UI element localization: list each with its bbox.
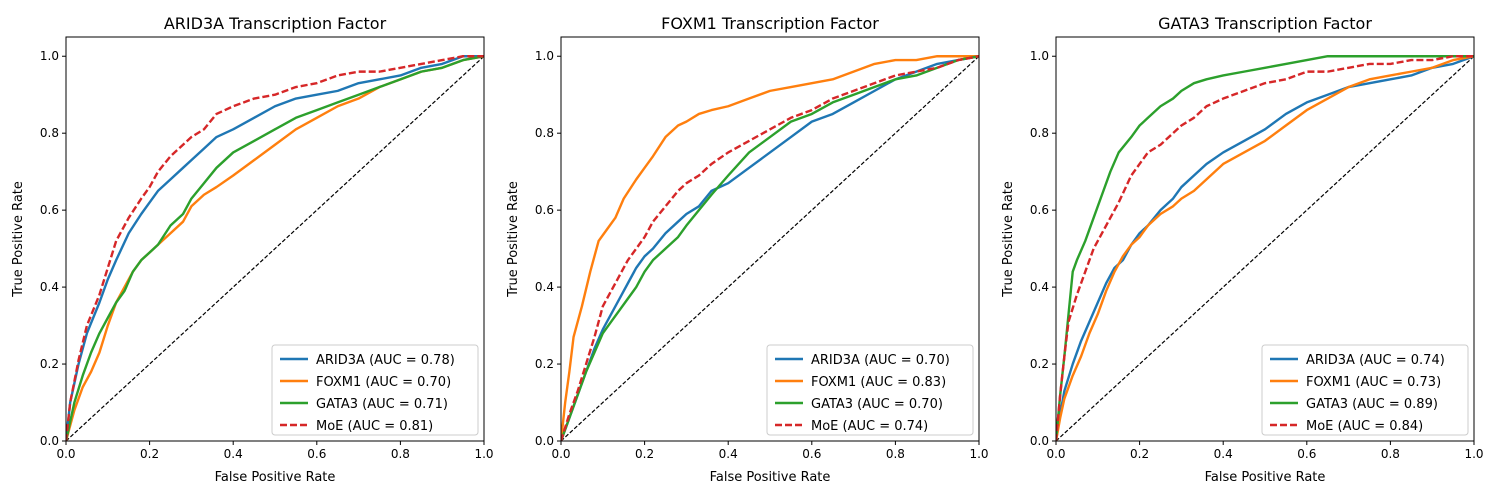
- x-tick-label: 0.4: [224, 447, 243, 461]
- x-axis-label: False Positive Rate: [215, 470, 336, 485]
- legend-label-2: FOXM1 (AUC = 0.73): [1306, 375, 1441, 390]
- roc-curve-4: [1056, 55, 1474, 441]
- legend-label-3: GATA3 (AUC = 0.71): [316, 397, 448, 412]
- x-tick-label: 0.0: [551, 447, 570, 461]
- x-axis-label: False Positive Rate: [1205, 470, 1326, 485]
- roc-curve-3: [1056, 55, 1474, 441]
- legend: ARID3A (AUC = 0.78) FOXM1 (AUC = 0.70) GAT…: [271, 344, 479, 436]
- legend-label-1: ARID3A (AUC = 0.78): [316, 353, 455, 368]
- x-axis-label: False Positive Rate: [710, 470, 831, 485]
- roc-curve-1: [561, 55, 979, 441]
- legend-label-4: MoE (AUC = 0.81): [316, 419, 433, 434]
- roc-curve-2: [1056, 55, 1474, 441]
- y-tick-label: 0.2: [1030, 357, 1049, 371]
- roc-curve-4: [561, 55, 979, 441]
- chart-title: ARID3A Transcription Factor: [164, 14, 387, 33]
- axes-frame: [1055, 36, 1475, 442]
- legend-box: [1261, 344, 1469, 436]
- y-tick-label: 1.0: [535, 49, 554, 63]
- x-tick-label: 0.8: [391, 447, 410, 461]
- y-tick-label: 1.0: [40, 49, 59, 63]
- y-tick-label: 0.8: [40, 126, 59, 140]
- y-tick-label: 0.6: [40, 203, 59, 217]
- legend-label-2: FOXM1 (AUC = 0.70): [316, 375, 451, 390]
- x-tick-label: 0.2: [140, 447, 159, 461]
- legend-label-3: GATA3 (AUC = 0.70): [811, 397, 943, 412]
- y-tick-label: 0.0: [535, 434, 554, 448]
- x-tick-label: 0.2: [635, 447, 654, 461]
- x-tick-label: 0.2: [1130, 447, 1149, 461]
- x-tick-label: 0.6: [802, 447, 821, 461]
- legend-label-4: MoE (AUC = 0.74): [811, 419, 928, 434]
- x-tick-label: 0.0: [56, 447, 75, 461]
- axes-frame: [560, 36, 980, 442]
- y-tick-label: 0.4: [535, 280, 554, 294]
- roc-curve-3: [66, 55, 484, 441]
- y-tick-label: 0.8: [1030, 126, 1049, 140]
- roc-curve-1: [1056, 55, 1474, 441]
- diagonal-reference-line: [1056, 55, 1474, 441]
- legend-label-1: ARID3A (AUC = 0.70): [811, 353, 950, 368]
- x-tick-label: 0.4: [719, 447, 738, 461]
- y-tick-label: 0.0: [1030, 434, 1049, 448]
- y-tick-label: 0.2: [40, 357, 59, 371]
- roc-curve-1: [66, 55, 484, 441]
- y-tick-label: 0.4: [1030, 280, 1049, 294]
- legend: ARID3A (AUC = 0.70) FOXM1 (AUC = 0.83) GAT…: [766, 344, 974, 436]
- y-axis-label: True Positive Rate: [506, 181, 521, 298]
- y-tick-label: 0.6: [535, 203, 554, 217]
- y-axis-label: True Positive Rate: [1001, 181, 1016, 298]
- roc-curve-2: [561, 55, 979, 441]
- y-tick-label: 0.8: [535, 126, 554, 140]
- x-tick-label: 0.8: [886, 447, 905, 461]
- panel-2: FOXM1 Transcription Factor 0.0 0.2 0.4 0.6 0.…: [506, 14, 989, 485]
- x-tick-label: 1.0: [474, 447, 493, 461]
- y-tick-label: 1.0: [1030, 49, 1049, 63]
- y-tick-label: 0.0: [40, 434, 59, 448]
- x-tick-label: 0.6: [307, 447, 326, 461]
- chart-title: GATA3 Transcription Factor: [1158, 14, 1372, 33]
- legend-box: [271, 344, 479, 436]
- x-tick-label: 1.0: [969, 447, 988, 461]
- y-tick-label: 0.4: [40, 280, 59, 294]
- legend-label-2: FOXM1 (AUC = 0.83): [811, 375, 946, 390]
- x-tick-label: 0.8: [1381, 447, 1400, 461]
- panel-1: ARID3A Transcription Factor 0.0 0.2 0.4 0.6 0…: [11, 14, 494, 485]
- axes-frame: [65, 36, 485, 442]
- legend-box: [766, 344, 974, 436]
- x-tick-label: 0.0: [1046, 447, 1065, 461]
- roc-curve-3: [561, 55, 979, 441]
- x-tick-label: 1.0: [1464, 447, 1483, 461]
- legend: ARID3A (AUC = 0.74) FOXM1 (AUC = 0.73) GAT…: [1261, 344, 1469, 436]
- roc-curve-4: [66, 55, 484, 441]
- x-tick-label: 0.6: [1297, 447, 1316, 461]
- chart-title: FOXM1 Transcription Factor: [661, 14, 879, 33]
- y-axis-label: True Positive Rate: [11, 181, 26, 298]
- diagonal-reference-line: [561, 55, 979, 441]
- legend-label-4: MoE (AUC = 0.84): [1306, 419, 1423, 434]
- y-tick-label: 0.2: [535, 357, 554, 371]
- legend-label-3: GATA3 (AUC = 0.89): [1306, 397, 1438, 412]
- legend-label-1: ARID3A (AUC = 0.74): [1306, 353, 1445, 368]
- x-tick-label: 0.4: [1214, 447, 1233, 461]
- y-tick-label: 0.6: [1030, 203, 1049, 217]
- diagonal-reference-line: [66, 55, 484, 441]
- panel-3: GATA3 Transcription Factor 0.0 0.2 0.4 0.6 0.…: [1001, 14, 1484, 485]
